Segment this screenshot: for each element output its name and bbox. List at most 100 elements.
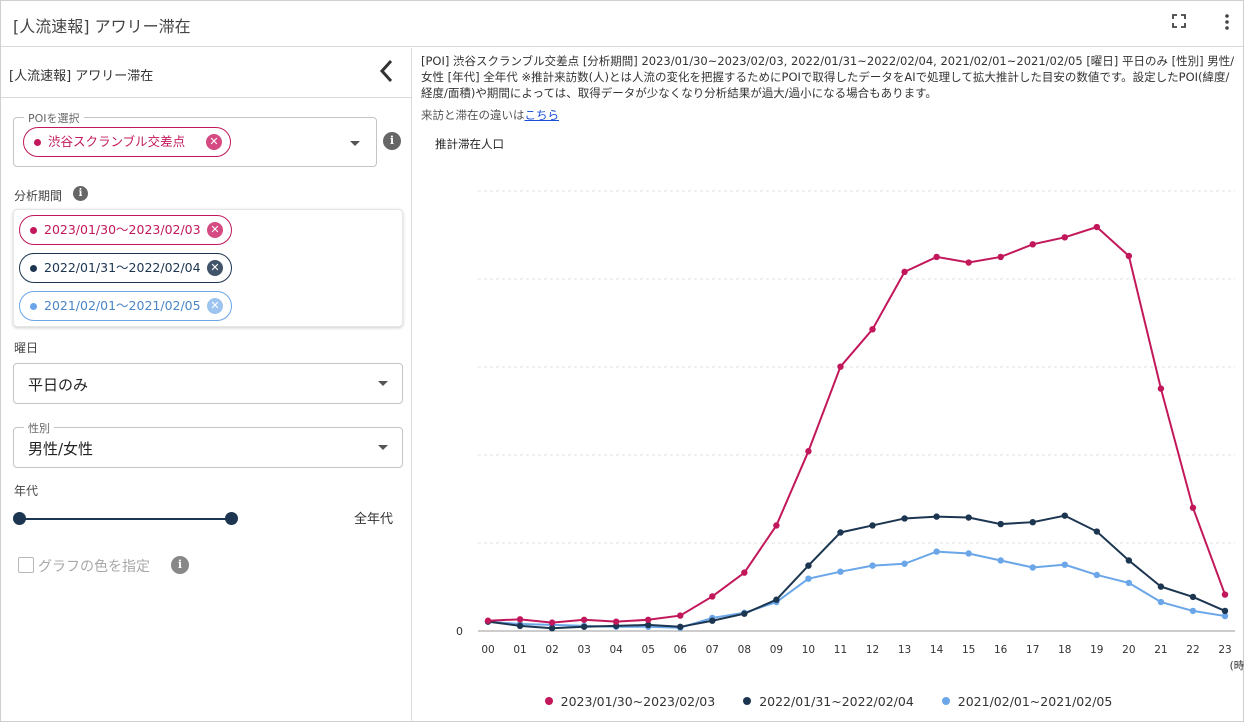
period-chip-close-icon[interactable]: ✕ [207, 222, 223, 238]
legend-label-2: 2021/02/01~2021/02/05 [957, 694, 1113, 709]
x-tick-label: 17 [1026, 644, 1039, 656]
chevron-left-icon[interactable] [377, 58, 397, 84]
x-tick-label: 07 [706, 644, 719, 656]
data-point-1 [677, 623, 684, 630]
sidebar-header: [人流速報] アワリー滞在 [1, 48, 411, 98]
series-line-0 [487, 225, 1226, 624]
legend-label-0: 2023/01/30~2023/02/03 [560, 694, 716, 709]
period-chip-dot [30, 303, 37, 310]
data-point-0 [901, 268, 908, 276]
legend-dot-2 [941, 697, 950, 705]
fullscreen-icon[interactable] [1171, 13, 1187, 33]
age-label: 年代 [14, 484, 39, 498]
data-point-1 [997, 520, 1004, 528]
data-point-0 [997, 253, 1004, 261]
poi-chip[interactable]: 渋谷スクランブル交差点 ✕ [23, 127, 231, 157]
x-tick-label: 22 [1186, 644, 1199, 656]
data-point-0 [1061, 234, 1068, 241]
x-tick-label: 10 [802, 644, 815, 656]
data-point-2 [901, 560, 908, 567]
poi-info-icon[interactable]: i [383, 132, 401, 150]
description-text: [POI] 渋谷スクランブル交差点 [分析期間] 2023/01/30~2023… [421, 54, 1235, 100]
weekday-dropdown-icon[interactable] [378, 381, 388, 386]
data-point-0 [1189, 504, 1197, 511]
weekday-label: 曜日 [14, 341, 39, 355]
data-point-2 [1093, 571, 1101, 579]
data-point-0 [869, 326, 876, 333]
data-point-0 [933, 253, 940, 261]
data-point-1 [1093, 528, 1101, 535]
data-point-2 [1125, 579, 1133, 587]
weekday-select[interactable]: 平日のみ [13, 363, 403, 404]
color-option-info-icon[interactable]: i [171, 556, 189, 574]
data-point-0 [1029, 241, 1036, 248]
sidebar: [人流速報] アワリー滞在 POIを選択 渋谷スクランブル交差点 ✕ i 分析期… [1, 48, 412, 722]
data-point-2 [933, 548, 940, 555]
series-line-2 [487, 550, 1226, 629]
data-point-1 [1189, 593, 1197, 601]
x-tick-label: 05 [642, 644, 655, 656]
data-point-1 [837, 529, 844, 536]
data-point-0 [645, 616, 652, 623]
gender-select[interactable]: 性別 男性/女性 [13, 420, 403, 468]
data-point-0 [516, 616, 524, 623]
x-tick-label: 19 [1090, 644, 1103, 656]
period-chip-close-icon[interactable]: ✕ [207, 298, 223, 314]
x-tick-label: 00 [481, 644, 494, 656]
chevron-left-icon-svg [379, 59, 393, 83]
period-chip-2021[interactable]: 2021/02/01〜2021/02/05 ✕ [19, 291, 232, 321]
legend-item-1[interactable]: 2022/01/31~2022/02/04 [743, 694, 914, 709]
data-point-1 [1125, 557, 1133, 564]
period-chip-label: 2023/01/30〜2023/02/03 [44, 222, 201, 237]
color-option-checkbox[interactable] [18, 557, 34, 573]
gender-value: 男性/女性 [28, 440, 94, 458]
legend-item-0[interactable]: 2023/01/30~2023/02/03 [544, 694, 716, 709]
data-point-1 [1157, 583, 1165, 590]
more-vert-icon[interactable] [1219, 13, 1235, 35]
data-point-1 [1221, 607, 1229, 615]
poi-chip-label: 渋谷スクランブル交差点 [48, 134, 186, 149]
top-bar: [人流速報] アワリー滞在 [1, 1, 1243, 47]
period-chip-dot [30, 227, 37, 234]
age-slider-min-handle[interactable] [13, 512, 26, 525]
period-chip-2022[interactable]: 2022/01/31〜2022/02/04 ✕ [19, 253, 232, 283]
data-point-0 [805, 448, 812, 455]
sidebar-title: [人流速報] アワリー滞在 [9, 69, 154, 84]
age-slider-max-handle[interactable] [225, 512, 238, 525]
data-point-2 [965, 550, 972, 557]
y-tick-label: 0 [456, 625, 463, 638]
data-point-2 [1189, 607, 1197, 615]
data-point-1 [869, 522, 876, 529]
gender-dropdown-icon[interactable] [378, 445, 388, 450]
data-point-2 [1061, 561, 1068, 568]
series-line-1 [487, 514, 1226, 630]
poi-dropdown-icon[interactable] [350, 141, 360, 146]
x-tick-label: 01 [513, 644, 526, 656]
more-vert-icon-svg [1225, 14, 1229, 30]
color-option-label: グラフの色を指定 [38, 559, 150, 575]
legend-item-2[interactable]: 2021/02/01~2021/02/05 [941, 694, 1113, 709]
poi-select[interactable]: POIを選択 渋谷スクランブル交差点 ✕ [13, 110, 377, 167]
data-point-1 [1061, 512, 1068, 519]
data-point-0 [965, 259, 972, 266]
data-point-1 [645, 621, 652, 629]
age-slider-track[interactable] [19, 518, 232, 520]
period-info-icon[interactable]: i [73, 186, 88, 201]
data-point-1 [741, 610, 748, 617]
data-point-1 [965, 514, 972, 521]
stay-note-link[interactable]: こちら [524, 108, 560, 122]
period-chip-close-icon[interactable]: ✕ [207, 260, 223, 276]
x-tick-label: 12 [866, 644, 879, 656]
data-point-0 [1157, 385, 1165, 392]
data-point-0 [709, 593, 716, 600]
poi-chip-close-icon[interactable]: ✕ [206, 134, 222, 150]
data-point-0 [1125, 252, 1133, 260]
poi-chip-dot [34, 139, 41, 146]
x-tick-label: 02 [545, 644, 558, 656]
period-chip-2023[interactable]: 2023/01/30〜2023/02/03 ✕ [19, 215, 232, 245]
x-tick-label: 20 [1122, 644, 1135, 656]
x-tick-label: 18 [1058, 644, 1071, 656]
period-chip-label: 2022/01/31〜2022/02/04 [44, 260, 201, 275]
data-point-2 [805, 575, 812, 582]
